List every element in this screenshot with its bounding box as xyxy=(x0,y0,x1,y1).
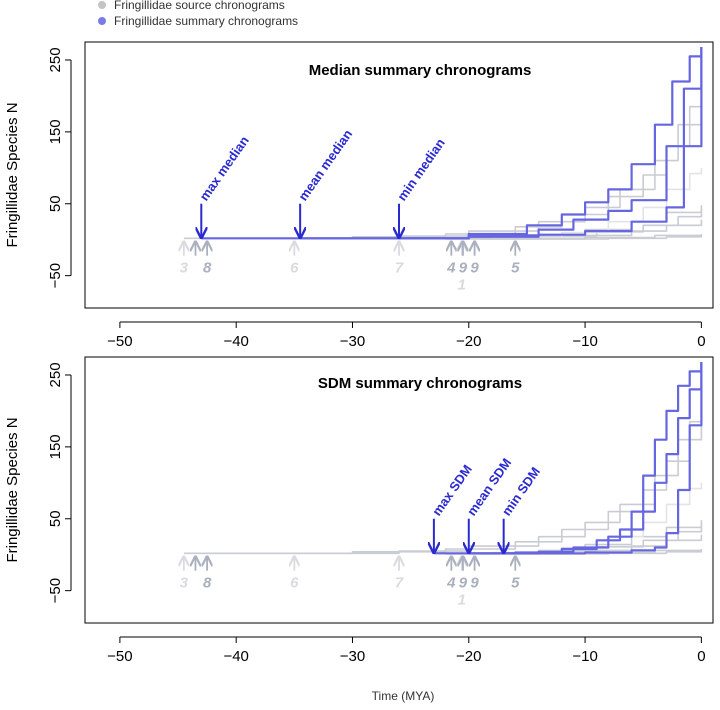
source-line-3 xyxy=(183,85,703,240)
annotation-label-0: max median xyxy=(196,133,251,203)
source-marker-label-7: 9 xyxy=(459,575,468,592)
x-tick-label-5: 0 xyxy=(697,648,705,665)
plot-frame-sdm xyxy=(84,356,714,624)
x-tick-label-1: −40 xyxy=(223,648,248,665)
x-tick-label-3: −20 xyxy=(456,648,481,665)
source-marker-label-9: 5 xyxy=(511,575,520,592)
annotation-label-1: mean median xyxy=(295,127,355,204)
y-tick-label-0: 250 xyxy=(47,47,64,72)
panel-sdm: SDM summary chronograms Fringillidae Spe… xyxy=(4,356,714,665)
legend-source-label: Fringillidae source chronograms xyxy=(114,0,285,12)
x-tick-label-1: −40 xyxy=(223,333,248,350)
source-marker-label-8: 9 xyxy=(470,575,479,592)
source-marker-label-3: 6 xyxy=(290,260,299,277)
source-line-10 xyxy=(480,236,703,240)
annotation-label-2: min median xyxy=(394,136,448,204)
source-marker-label-4: 7 xyxy=(395,575,404,592)
x-tick-label-3: −20 xyxy=(456,333,481,350)
summary-line-2 xyxy=(399,47,703,240)
source-marker-label-5: 4 xyxy=(446,260,456,277)
summary-line-2 xyxy=(503,362,703,555)
source-lines-sdm xyxy=(183,400,703,555)
source-marker-label-6: 1 xyxy=(458,277,466,294)
y-tick-label-3: −50 xyxy=(47,263,64,288)
source-marker-label-2: 8 xyxy=(203,575,212,592)
panel-title-sdm: SDM summary chronograms xyxy=(318,375,522,392)
x-tick-label-2: −30 xyxy=(340,648,365,665)
source-marker-label-8: 9 xyxy=(470,260,479,277)
panel-median: Median summary chronograms Fringillidae … xyxy=(4,41,714,350)
summary-lines-sdm xyxy=(433,362,703,555)
annotations-median: max median mean median min median xyxy=(196,127,448,238)
source-marker-label-3: 6 xyxy=(290,575,299,592)
source-markers-sdm: 3 8 6 7 419 9 5 xyxy=(180,557,520,609)
source-marker-label-4: 7 xyxy=(395,260,404,277)
source-marker-label-0: 3 xyxy=(180,260,189,277)
plot-frame-median xyxy=(84,41,714,309)
summary-lines-median xyxy=(201,47,703,240)
panel-title-median: Median summary chronograms xyxy=(309,62,532,79)
source-line-8 xyxy=(492,167,703,239)
x-tick-label-2: −30 xyxy=(340,333,365,350)
x-tick-label-5: 0 xyxy=(697,333,705,350)
legend-summary-label: Fringillidae summary chronograms xyxy=(114,14,298,28)
y-axis-label-sdm: Fringillidae Species N xyxy=(4,417,21,562)
x-tick-label-4: −10 xyxy=(572,648,597,665)
source-lines-median xyxy=(183,85,703,240)
y-tick-label-0: 250 xyxy=(47,362,64,387)
y-tick-label-2: 50 xyxy=(47,195,64,212)
source-line-10 xyxy=(480,551,703,555)
y-axis-label-median: Fringillidae Species N xyxy=(4,102,21,247)
legend-source-swatch xyxy=(98,1,106,9)
axes-median: −50 −40 −30 −20 −10 0 250 150 50 −50 xyxy=(47,47,706,350)
source-marker-label-2: 8 xyxy=(203,260,212,277)
x-tick-label-4: −10 xyxy=(572,333,597,350)
source-marker-label-7: 9 xyxy=(459,260,468,277)
y-tick-label-1: 150 xyxy=(47,434,64,459)
legend-summary-swatch xyxy=(98,17,106,25)
y-tick-label-3: −50 xyxy=(47,578,64,603)
y-tick-label-2: 50 xyxy=(47,510,64,527)
x-tick-label-0: −50 xyxy=(107,333,132,350)
x-tick-label-0: −50 xyxy=(107,648,132,665)
source-marker-label-5: 4 xyxy=(446,575,456,592)
legend: Fringillidae source chronograms Fringill… xyxy=(98,0,298,28)
source-marker-label-6: 1 xyxy=(458,592,466,609)
y-tick-label-1: 150 xyxy=(47,119,64,144)
source-markers-median: 3 8 6 7 419 9 5 xyxy=(180,242,520,294)
summary-line-0 xyxy=(433,362,703,555)
x-axis-label: Time (MYA) xyxy=(372,689,435,703)
source-line-4 xyxy=(236,418,703,555)
source-marker-label-9: 5 xyxy=(511,260,520,277)
axes-sdm: −50 −40 −30 −20 −10 0 250 150 50 −50 xyxy=(47,362,706,665)
source-marker-label-0: 3 xyxy=(180,575,189,592)
